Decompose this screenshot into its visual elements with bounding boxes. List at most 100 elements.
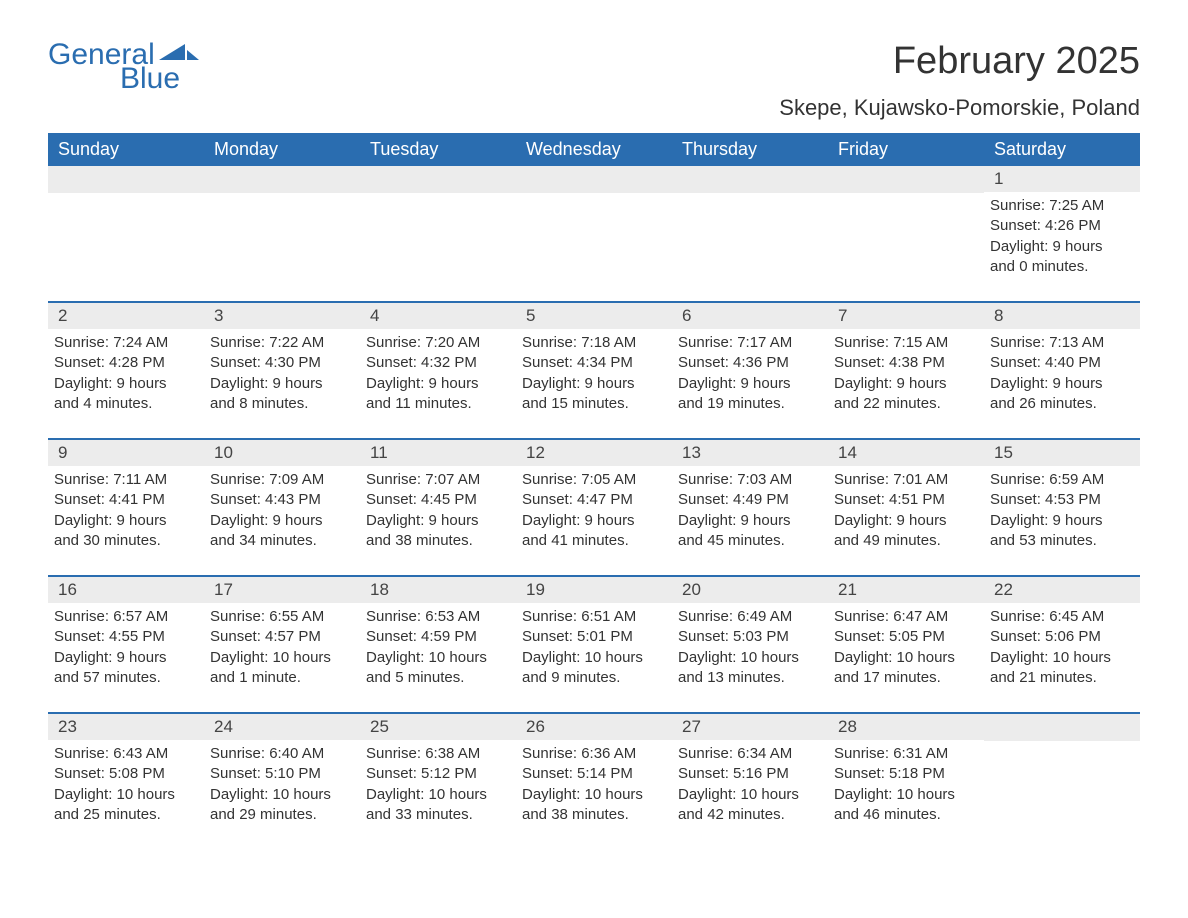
day-cell: 20Sunrise: 6:49 AMSunset: 5:03 PMDayligh…: [672, 577, 828, 692]
sunset-text: Sunset: 4:38 PM: [834, 353, 974, 373]
daylight-text: Daylight: 10 hours and 17 minutes.: [834, 648, 974, 689]
sunset-text: Sunset: 4:59 PM: [366, 627, 506, 647]
title-block: February 2025 Skepe, Kujawsko-Pomorskie,…: [779, 40, 1140, 121]
day-number: 2: [48, 303, 204, 329]
day-number: 26: [516, 714, 672, 740]
day-number: 4: [360, 303, 516, 329]
daylight-text: Daylight: 10 hours and 38 minutes.: [522, 785, 662, 826]
sunset-text: Sunset: 4:26 PM: [990, 216, 1130, 236]
sunset-text: Sunset: 4:34 PM: [522, 353, 662, 373]
sunset-text: Sunset: 4:47 PM: [522, 490, 662, 510]
daylight-text: Daylight: 9 hours and 22 minutes.: [834, 374, 974, 415]
sunset-text: Sunset: 5:12 PM: [366, 764, 506, 784]
logo-text-blue: Blue: [120, 64, 199, 94]
sunrise-text: Sunrise: 7:15 AM: [834, 333, 974, 353]
sunrise-text: Sunrise: 6:55 AM: [210, 607, 350, 627]
day-number: 6: [672, 303, 828, 329]
daylight-text: Daylight: 10 hours and 5 minutes.: [366, 648, 506, 689]
sunset-text: Sunset: 4:40 PM: [990, 353, 1130, 373]
sunrise-text: Sunrise: 7:01 AM: [834, 470, 974, 490]
day-cell: 10Sunrise: 7:09 AMSunset: 4:43 PMDayligh…: [204, 440, 360, 555]
weekday-tuesday: Tuesday: [360, 133, 516, 166]
day-details: Sunrise: 7:05 AMSunset: 4:47 PMDaylight:…: [516, 466, 672, 555]
daylight-text: Daylight: 10 hours and 46 minutes.: [834, 785, 974, 826]
day-cell: 25Sunrise: 6:38 AMSunset: 5:12 PMDayligh…: [360, 714, 516, 829]
sunrise-text: Sunrise: 6:34 AM: [678, 744, 818, 764]
day-cell: 28Sunrise: 6:31 AMSunset: 5:18 PMDayligh…: [828, 714, 984, 829]
daylight-text: Daylight: 9 hours and 57 minutes.: [54, 648, 194, 689]
sunset-text: Sunset: 5:16 PM: [678, 764, 818, 784]
day-details: Sunrise: 7:01 AMSunset: 4:51 PMDaylight:…: [828, 466, 984, 555]
day-cell: 7Sunrise: 7:15 AMSunset: 4:38 PMDaylight…: [828, 303, 984, 418]
day-number: 16: [48, 577, 204, 603]
sunrise-text: Sunrise: 7:22 AM: [210, 333, 350, 353]
weekday-thursday: Thursday: [672, 133, 828, 166]
sunset-text: Sunset: 4:43 PM: [210, 490, 350, 510]
day-details: Sunrise: 6:57 AMSunset: 4:55 PMDaylight:…: [48, 603, 204, 692]
sunset-text: Sunset: 5:18 PM: [834, 764, 974, 784]
day-number: 9: [48, 440, 204, 466]
day-cell: 15Sunrise: 6:59 AMSunset: 4:53 PMDayligh…: [984, 440, 1140, 555]
day-details: Sunrise: 6:38 AMSunset: 5:12 PMDaylight:…: [360, 740, 516, 829]
week-row: 9Sunrise: 7:11 AMSunset: 4:41 PMDaylight…: [48, 438, 1140, 555]
day-details: Sunrise: 7:18 AMSunset: 4:34 PMDaylight:…: [516, 329, 672, 418]
day-number: 11: [360, 440, 516, 466]
day-details: Sunrise: 7:25 AMSunset: 4:26 PMDaylight:…: [984, 192, 1140, 281]
daylight-text: Daylight: 9 hours and 34 minutes.: [210, 511, 350, 552]
day-cell: 19Sunrise: 6:51 AMSunset: 5:01 PMDayligh…: [516, 577, 672, 692]
day-cell: 1Sunrise: 7:25 AMSunset: 4:26 PMDaylight…: [984, 166, 1140, 281]
day-cell: [48, 166, 204, 281]
daylight-text: Daylight: 10 hours and 29 minutes.: [210, 785, 350, 826]
sunrise-text: Sunrise: 6:43 AM: [54, 744, 194, 764]
day-cell: 13Sunrise: 7:03 AMSunset: 4:49 PMDayligh…: [672, 440, 828, 555]
sunrise-text: Sunrise: 7:11 AM: [54, 470, 194, 490]
sunrise-text: Sunrise: 7:05 AM: [522, 470, 662, 490]
day-number: 17: [204, 577, 360, 603]
day-number: 1: [984, 166, 1140, 192]
day-cell: 21Sunrise: 6:47 AMSunset: 5:05 PMDayligh…: [828, 577, 984, 692]
day-number: 3: [204, 303, 360, 329]
sunset-text: Sunset: 4:51 PM: [834, 490, 974, 510]
day-details: Sunrise: 6:51 AMSunset: 5:01 PMDaylight:…: [516, 603, 672, 692]
sunset-text: Sunset: 5:01 PM: [522, 627, 662, 647]
daylight-text: Daylight: 9 hours and 4 minutes.: [54, 374, 194, 415]
day-details: Sunrise: 7:07 AMSunset: 4:45 PMDaylight:…: [360, 466, 516, 555]
week-row: 23Sunrise: 6:43 AMSunset: 5:08 PMDayligh…: [48, 712, 1140, 829]
day-cell: 26Sunrise: 6:36 AMSunset: 5:14 PMDayligh…: [516, 714, 672, 829]
weeks-container: 1Sunrise: 7:25 AMSunset: 4:26 PMDaylight…: [48, 166, 1140, 829]
sunrise-text: Sunrise: 6:53 AM: [366, 607, 506, 627]
day-number: 23: [48, 714, 204, 740]
daylight-text: Daylight: 10 hours and 13 minutes.: [678, 648, 818, 689]
day-number: 5: [516, 303, 672, 329]
week-row: 2Sunrise: 7:24 AMSunset: 4:28 PMDaylight…: [48, 301, 1140, 418]
day-cell: 12Sunrise: 7:05 AMSunset: 4:47 PMDayligh…: [516, 440, 672, 555]
sunset-text: Sunset: 4:36 PM: [678, 353, 818, 373]
day-cell: 17Sunrise: 6:55 AMSunset: 4:57 PMDayligh…: [204, 577, 360, 692]
day-number: 25: [360, 714, 516, 740]
day-details: Sunrise: 6:43 AMSunset: 5:08 PMDaylight:…: [48, 740, 204, 829]
day-cell: 5Sunrise: 7:18 AMSunset: 4:34 PMDaylight…: [516, 303, 672, 418]
daylight-text: Daylight: 10 hours and 1 minute.: [210, 648, 350, 689]
daylight-text: Daylight: 10 hours and 21 minutes.: [990, 648, 1130, 689]
day-details: Sunrise: 7:22 AMSunset: 4:30 PMDaylight:…: [204, 329, 360, 418]
daylight-text: Daylight: 9 hours and 45 minutes.: [678, 511, 818, 552]
day-cell: 4Sunrise: 7:20 AMSunset: 4:32 PMDaylight…: [360, 303, 516, 418]
sunrise-text: Sunrise: 6:51 AM: [522, 607, 662, 627]
day-cell: 14Sunrise: 7:01 AMSunset: 4:51 PMDayligh…: [828, 440, 984, 555]
day-cell: [360, 166, 516, 281]
sunset-text: Sunset: 5:06 PM: [990, 627, 1130, 647]
sunrise-text: Sunrise: 6:31 AM: [834, 744, 974, 764]
month-title: February 2025: [779, 40, 1140, 83]
day-details: Sunrise: 6:31 AMSunset: 5:18 PMDaylight:…: [828, 740, 984, 829]
day-cell: [516, 166, 672, 281]
daylight-text: Daylight: 10 hours and 42 minutes.: [678, 785, 818, 826]
daylight-text: Daylight: 9 hours and 15 minutes.: [522, 374, 662, 415]
sunrise-text: Sunrise: 6:38 AM: [366, 744, 506, 764]
daylight-text: Daylight: 10 hours and 9 minutes.: [522, 648, 662, 689]
day-details: Sunrise: 6:36 AMSunset: 5:14 PMDaylight:…: [516, 740, 672, 829]
sunrise-text: Sunrise: 7:20 AM: [366, 333, 506, 353]
day-details: Sunrise: 7:15 AMSunset: 4:38 PMDaylight:…: [828, 329, 984, 418]
day-cell: 16Sunrise: 6:57 AMSunset: 4:55 PMDayligh…: [48, 577, 204, 692]
sunset-text: Sunset: 5:08 PM: [54, 764, 194, 784]
weekday-wednesday: Wednesday: [516, 133, 672, 166]
